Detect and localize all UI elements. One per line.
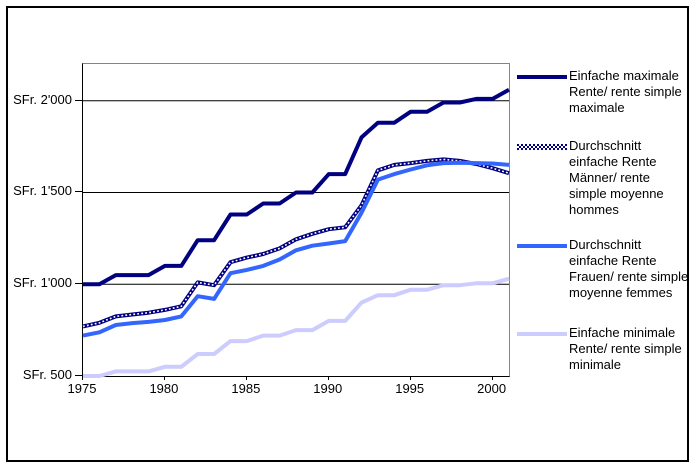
x-tick-mark [409, 376, 411, 380]
legend-item-durchschnitt-maenner: Durchschnitt einfache Rente Männer/ rent… [517, 138, 664, 218]
legend-item-einfache-maximale-rente: Einfache maximale Rente/ rente simple ma… [517, 68, 682, 116]
legend: Einfache maximale Rente/ rente simple ma… [517, 0, 693, 469]
y-tick-label: SFr. 1'500 [13, 183, 72, 199]
legend-line-sample-max-icon [517, 75, 567, 79]
x-tick-label: 1995 [395, 381, 425, 396]
legend-item-einfache-minimale-rente: Einfache minimale Rente/ rente simple mi… [517, 325, 682, 373]
x-tick-mark [163, 376, 165, 380]
series-line-durchschnitt-einfache-rente-maenner [82, 157, 510, 329]
legend-label-durchschnitt-maenner: Durchschnitt einfache Rente Männer/ rent… [569, 138, 664, 217]
series-line-einfache-minimale-rente [83, 276, 510, 378]
y-tick-mark [75, 283, 82, 285]
y-tick-label: SFr. 1'000 [13, 275, 72, 291]
y-tick-label: SFr. 500 [22, 367, 72, 382]
x-tick-label: 1985 [231, 381, 261, 396]
series-line-durchschnitt-einfache-rente-frauen [82, 160, 510, 338]
chart-canvas [82, 87, 510, 378]
x-tick-label: 2000 [477, 381, 507, 396]
plot-area [82, 63, 510, 378]
legend-label-durchschnitt-frauen: Durchschnitt einfache Rente Frauen/ rent… [569, 237, 689, 300]
x-tick-mark [491, 376, 493, 380]
legend-label-einfache-minimale-rente: Einfache minimale Rente/ rente simple mi… [569, 325, 682, 372]
chart-outer-border [6, 6, 689, 462]
x-tick-mark [82, 376, 83, 380]
legend-line-sample-maenner-icon [517, 144, 567, 150]
legend-item-durchschnitt-frauen: Durchschnitt einfache Rente Frauen/ rent… [517, 237, 688, 301]
x-tick-label: 1980 [149, 381, 179, 396]
y-tick-mark [75, 375, 82, 376]
legend-label-einfache-maximale-rente: Einfache maximale Rente/ rente simple ma… [569, 68, 682, 115]
series-line-einfache-maximale-rente [83, 87, 510, 287]
x-tick-mark [245, 376, 247, 380]
legend-line-sample-frauen-icon [517, 244, 567, 248]
y-tick-mark [75, 191, 82, 193]
series-line-durchschnitt-einfache-rente-maenner-pattern [82, 158, 510, 328]
y-tick-label: SFr. 2'000 [13, 91, 72, 107]
x-tick-label: 1975 [67, 381, 97, 396]
y-tick-mark [75, 99, 82, 101]
x-tick-mark [327, 376, 329, 380]
x-tick-label: 1990 [313, 381, 343, 396]
legend-line-sample-min-icon [517, 332, 567, 336]
